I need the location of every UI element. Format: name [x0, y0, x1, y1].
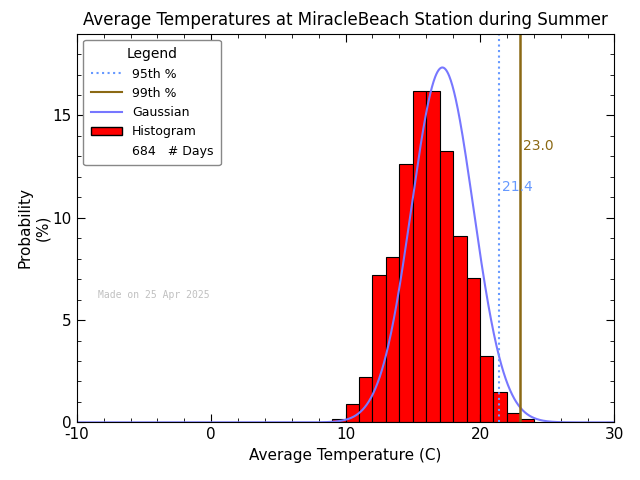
Bar [346, 404, 359, 422]
Bar [440, 152, 453, 422]
Bar [493, 392, 507, 422]
Bar [359, 377, 372, 422]
Bar [386, 257, 399, 422]
Bar [372, 275, 386, 422]
99th % [516, 399, 524, 405]
Gaussian [438, 65, 446, 71]
Gaussian [291, 420, 298, 425]
95th % [495, 420, 502, 425]
Bar [453, 236, 467, 422]
X-axis label: Average Temperature (C): Average Temperature (C) [250, 448, 442, 463]
Legend: 95th %, 99th %, Gaussian, Histogram, 684   # Days: 95th %, 99th %, Gaussian, Histogram, 684… [83, 40, 221, 165]
Text: Made on 25 Apr 2025: Made on 25 Apr 2025 [99, 290, 210, 300]
Bar [520, 420, 534, 422]
Bar [467, 278, 480, 422]
Bar [399, 164, 413, 422]
Gaussian [310, 420, 317, 425]
Gaussian [611, 420, 618, 425]
99th % [516, 420, 524, 425]
Gaussian [502, 378, 510, 384]
Bar [413, 91, 426, 422]
Y-axis label: Probability
(%): Probability (%) [17, 188, 50, 268]
Bar [332, 420, 346, 422]
Title: Average Temperatures at MiracleBeach Station during Summer: Average Temperatures at MiracleBeach Sta… [83, 11, 608, 29]
Bar [507, 413, 520, 422]
Gaussian [73, 420, 81, 425]
Bar [426, 91, 440, 422]
Bar [480, 356, 493, 422]
Text: 21.4: 21.4 [502, 180, 532, 194]
Gaussian [443, 68, 451, 73]
Line: Gaussian: Gaussian [77, 68, 614, 422]
Gaussian [128, 420, 136, 425]
Gaussian [493, 343, 500, 349]
95th % [495, 399, 502, 405]
Text: 23.0: 23.0 [523, 139, 554, 153]
